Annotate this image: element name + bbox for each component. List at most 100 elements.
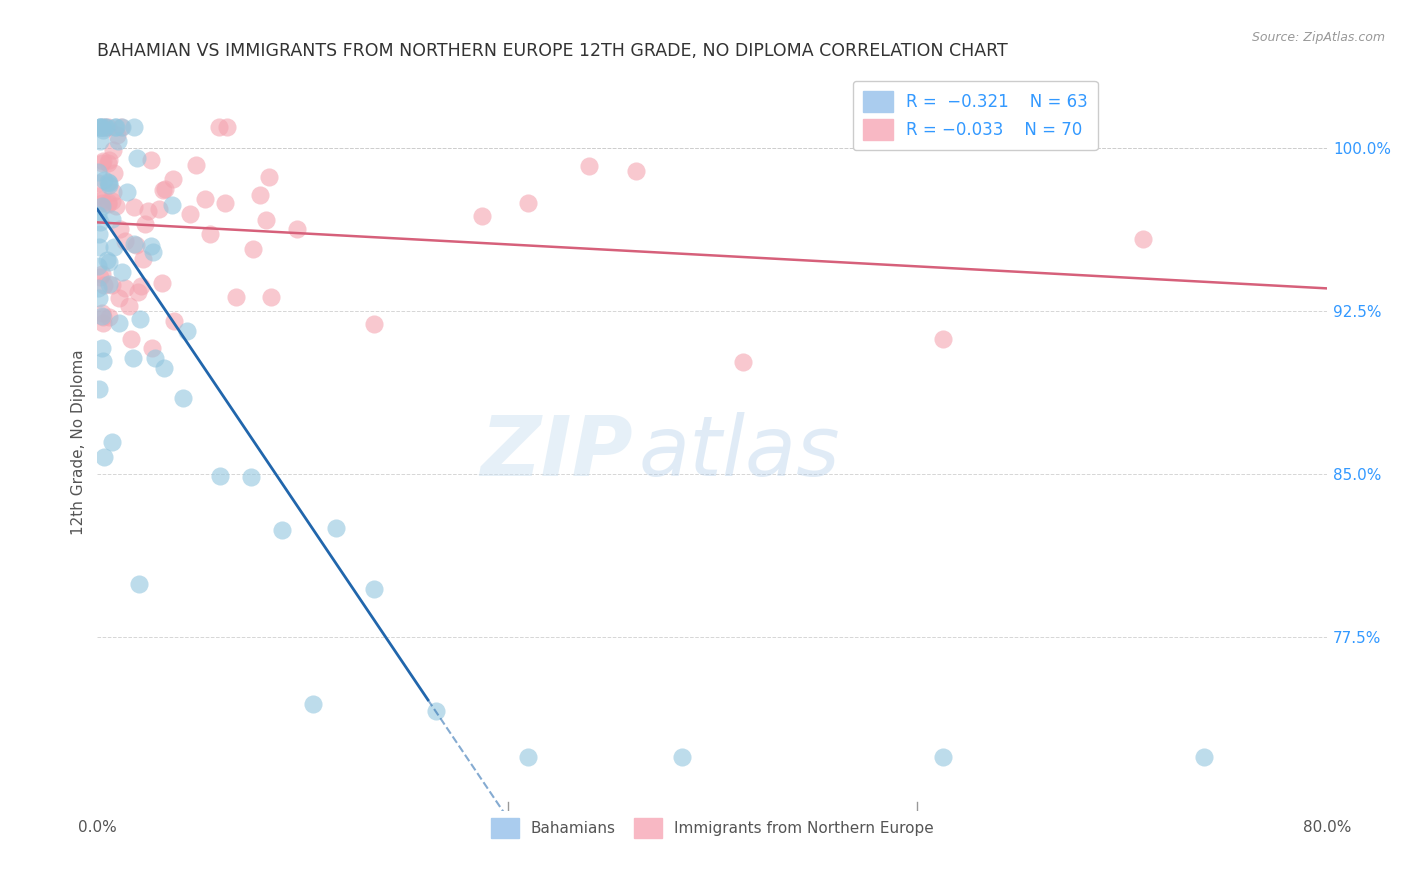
- Point: [111, 265, 134, 279]
- Point: [198, 227, 221, 242]
- Point: [209, 468, 232, 483]
- Point: [256, 212, 278, 227]
- Point: [96, 120, 118, 134]
- Point: [142, 245, 165, 260]
- Point: [101, 435, 124, 450]
- Point: [108, 291, 131, 305]
- Point: [114, 234, 136, 248]
- Point: [90, 120, 112, 134]
- Point: [163, 314, 186, 328]
- Point: [152, 183, 174, 197]
- Point: [184, 158, 207, 172]
- Point: [124, 236, 146, 251]
- Point: [162, 198, 184, 212]
- Point: [260, 290, 283, 304]
- Point: [97, 120, 120, 134]
- Point: [516, 750, 538, 764]
- Point: [125, 151, 148, 165]
- Point: [101, 185, 124, 199]
- Point: [98, 277, 121, 291]
- Point: [733, 355, 755, 369]
- Point: [143, 351, 166, 365]
- Point: [471, 209, 494, 223]
- Point: [127, 285, 149, 300]
- Point: [97, 176, 120, 190]
- Point: [257, 170, 280, 185]
- Point: [325, 520, 347, 534]
- Point: [89, 382, 111, 396]
- Point: [110, 120, 132, 134]
- Point: [932, 750, 955, 764]
- Point: [125, 237, 148, 252]
- Point: [94, 120, 117, 134]
- Point: [155, 182, 177, 196]
- Point: [90, 306, 112, 320]
- Point: [110, 222, 132, 236]
- Point: [101, 278, 124, 293]
- Y-axis label: 12th Grade, No Diploma: 12th Grade, No Diploma: [72, 349, 86, 534]
- Point: [208, 120, 231, 134]
- Point: [363, 582, 385, 596]
- Point: [97, 255, 120, 269]
- Point: [141, 153, 163, 167]
- Point: [285, 221, 308, 235]
- Point: [91, 268, 114, 282]
- Point: [105, 199, 128, 213]
- Point: [214, 196, 236, 211]
- Point: [91, 316, 114, 330]
- Point: [90, 195, 112, 210]
- Point: [87, 240, 110, 254]
- Point: [98, 153, 121, 168]
- Point: [90, 155, 112, 169]
- Point: [932, 332, 955, 346]
- Point: [104, 120, 127, 134]
- Point: [242, 243, 264, 257]
- Point: [89, 215, 111, 229]
- Point: [363, 317, 385, 331]
- Point: [578, 160, 600, 174]
- Point: [91, 122, 114, 136]
- Point: [176, 324, 198, 338]
- Point: [148, 202, 170, 217]
- Point: [91, 310, 114, 324]
- Point: [89, 120, 111, 134]
- Point: [87, 259, 110, 273]
- Point: [101, 143, 124, 157]
- Text: ZIP: ZIP: [479, 412, 633, 493]
- Point: [93, 278, 115, 293]
- Point: [240, 469, 263, 483]
- Point: [103, 240, 125, 254]
- Point: [87, 176, 110, 190]
- Point: [131, 278, 153, 293]
- Point: [270, 523, 292, 537]
- Point: [120, 332, 142, 346]
- Text: atlas: atlas: [638, 412, 841, 493]
- Point: [217, 120, 239, 134]
- Point: [128, 577, 150, 591]
- Point: [516, 195, 538, 210]
- Point: [179, 207, 201, 221]
- Point: [107, 134, 129, 148]
- Point: [129, 312, 152, 326]
- Point: [89, 227, 111, 242]
- Point: [96, 252, 118, 267]
- Point: [118, 298, 141, 312]
- Point: [97, 156, 120, 170]
- Point: [97, 178, 120, 192]
- Point: [141, 341, 163, 355]
- Point: [114, 281, 136, 295]
- Point: [150, 276, 173, 290]
- Point: [97, 310, 120, 324]
- Point: [115, 185, 138, 199]
- Point: [111, 120, 134, 134]
- Point: [172, 391, 194, 405]
- Point: [1194, 750, 1216, 764]
- Point: [122, 120, 145, 134]
- Point: [671, 750, 693, 764]
- Point: [134, 217, 156, 231]
- Point: [225, 290, 247, 304]
- Point: [89, 134, 111, 148]
- Point: [152, 360, 174, 375]
- Text: Source: ZipAtlas.com: Source: ZipAtlas.com: [1251, 31, 1385, 45]
- Point: [89, 120, 111, 134]
